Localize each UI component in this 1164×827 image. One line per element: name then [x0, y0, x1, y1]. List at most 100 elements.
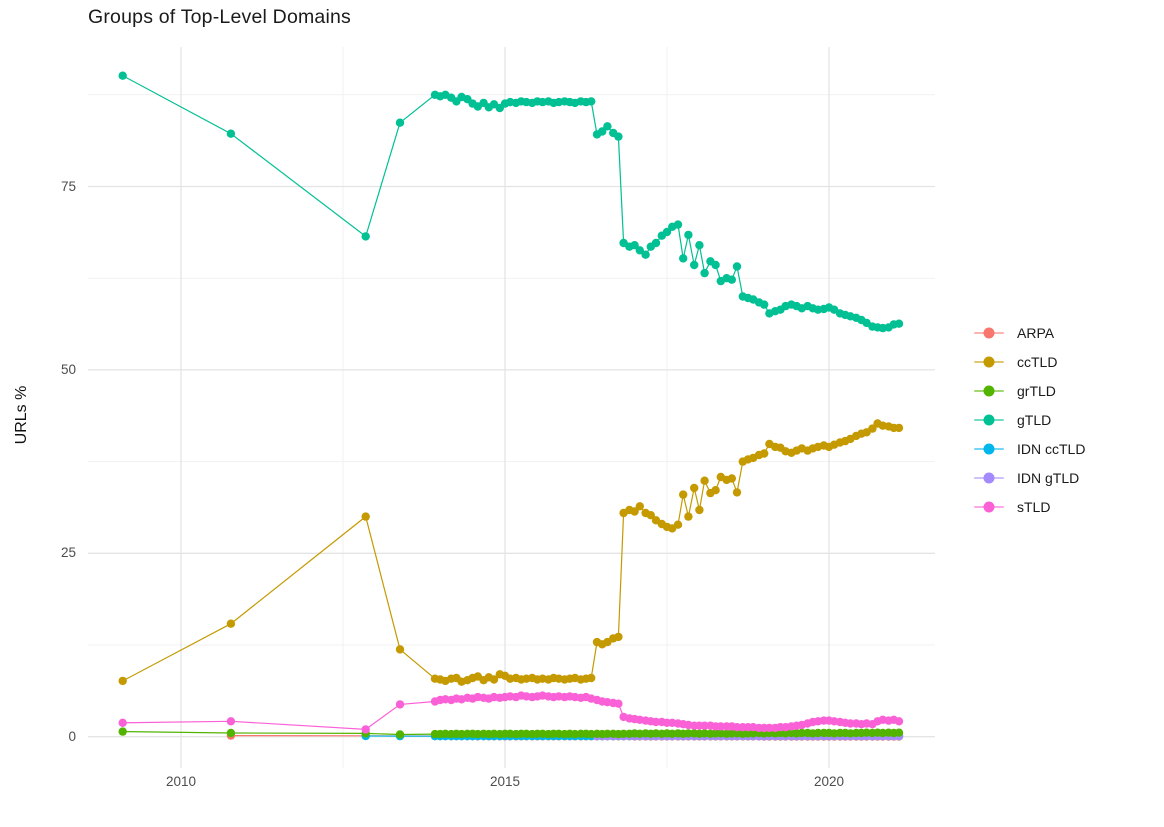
legend-key-dot [983, 385, 995, 396]
legend-item-idn-cctld: IDN ccTLD [974, 434, 1085, 463]
legend-item-arpa: ARPA [974, 318, 1085, 347]
y-axis-title: URLs % [13, 385, 30, 445]
x-tick-label: 2010 [165, 774, 197, 789]
data-point [679, 490, 688, 499]
data-point [226, 619, 236, 628]
data-point [727, 474, 736, 483]
data-point [489, 675, 499, 684]
data-point [651, 717, 661, 727]
data-point [727, 275, 736, 284]
data-point [395, 645, 405, 654]
legend-item-label: ccTLD [1017, 353, 1058, 370]
data-point [894, 728, 904, 737]
legend-item-label: IDN gTLD [1017, 469, 1080, 486]
data-point [118, 71, 127, 80]
legend-key-icon [974, 501, 1004, 513]
data-point [361, 232, 370, 241]
data-point [673, 220, 683, 229]
legend-key-dot [983, 327, 995, 338]
data-point [732, 262, 742, 271]
data-point [662, 227, 672, 237]
y-tick-label: 0 [68, 728, 76, 744]
legend-item-idn-gtld: IDN gTLD [974, 463, 1085, 492]
data-point [868, 424, 877, 433]
data-point [813, 728, 823, 738]
data-point [700, 721, 709, 730]
data-point [614, 132, 623, 141]
legend-key-dot [983, 356, 995, 367]
data-point [226, 717, 236, 726]
legend-item-grtld: grTLD [974, 376, 1085, 405]
data-point [679, 254, 688, 263]
data-point [695, 241, 704, 250]
data-point [395, 700, 405, 709]
y-tick-label: 50 [60, 361, 76, 377]
legend-key-icon [974, 472, 1004, 484]
data-point [700, 268, 709, 278]
data-point [690, 260, 699, 270]
data-point [716, 722, 725, 731]
data-point [684, 512, 693, 521]
data-point [684, 729, 693, 738]
data-point [630, 507, 639, 516]
data-point [760, 449, 769, 458]
page-title: Groups of Top-Level Domains [88, 6, 352, 28]
data-point [695, 505, 704, 515]
legend-item-cctld: ccTLD [974, 347, 1085, 376]
legend-key-icon [974, 356, 1004, 368]
data-point [651, 238, 661, 248]
data-point [646, 511, 655, 520]
data-point [894, 423, 904, 433]
legend-item-label: gTLD [1017, 411, 1052, 428]
data-point [635, 246, 644, 255]
data-point [765, 723, 774, 733]
data-point [587, 97, 596, 106]
y-tick-label: 25 [60, 545, 76, 561]
data-point [598, 127, 607, 136]
data-point [603, 729, 612, 738]
y-tick-label: 75 [60, 178, 76, 194]
legend-item-label: IDN ccTLD [1017, 440, 1086, 457]
legend-key-dot [983, 501, 995, 512]
series-cctld [118, 419, 904, 686]
data-point [894, 319, 904, 328]
data-point [894, 717, 904, 726]
x-tick-label: 2020 [813, 774, 845, 789]
data-point [760, 300, 769, 309]
legend-key-dot [983, 414, 995, 425]
data-point [118, 718, 127, 727]
legend: ARPA ccTLD grTLD gTLD IDN ccTLD IDN gTLD sTLD [974, 318, 1085, 521]
legend-key-icon [974, 327, 1004, 339]
data-point [630, 241, 639, 250]
series-line [122, 422, 899, 683]
data-point [635, 502, 644, 511]
data-point [395, 118, 405, 127]
data-point [846, 719, 855, 728]
data-point [732, 488, 742, 497]
series-gtld [118, 71, 904, 333]
legend-item-label: ARPA [1017, 324, 1055, 341]
series-line [122, 75, 900, 329]
legend-key-dot [983, 443, 995, 454]
data-point [614, 699, 623, 708]
legend-item-label: grTLD [1017, 382, 1056, 399]
data-point [797, 728, 806, 738]
data-point [614, 632, 623, 642]
data-point [673, 520, 683, 529]
data-point [619, 729, 628, 738]
data-point [732, 723, 742, 732]
data-point [226, 728, 236, 738]
data-point [118, 727, 127, 736]
legend-key-dot [983, 472, 995, 483]
data-point [118, 676, 127, 686]
data-point [361, 725, 370, 734]
legend-item-gtld: gTLD [974, 405, 1085, 434]
legend-key-icon [974, 443, 1004, 455]
data-point [684, 230, 693, 240]
data-point [711, 486, 720, 495]
data-point [711, 260, 720, 270]
data-point [603, 122, 612, 131]
data-point [587, 673, 596, 683]
